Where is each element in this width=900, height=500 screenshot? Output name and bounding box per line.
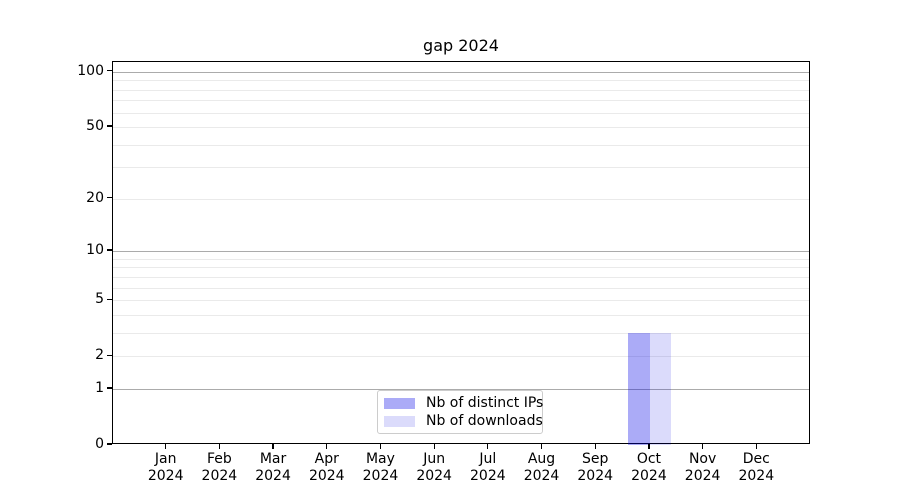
minor-gridline [113, 80, 809, 82]
y-tick-label: 2 [95, 347, 104, 364]
x-tick-month: Aug [527, 451, 556, 467]
minor-gridline [113, 314, 809, 316]
legend-swatch-distinct-ips [384, 397, 415, 409]
x-tick-year: 2024 [631, 468, 667, 484]
x-tick [594, 444, 596, 449]
x-tick-month: Feb [206, 451, 232, 467]
x-tick-label: Mar 2024 [241, 451, 305, 485]
minor-gridline [113, 144, 809, 146]
x-tick-label: Dec 2024 [724, 451, 788, 485]
x-tick-label: Feb 2024 [187, 451, 251, 485]
x-tick-month: May [365, 451, 395, 467]
x-tick-year: 2024 [470, 468, 506, 484]
x-tick-label: Jun 2024 [402, 451, 466, 485]
major-gridline [113, 71, 809, 73]
minor-gridline [113, 89, 809, 91]
y-tick [107, 249, 112, 251]
legend-item-downloads: Nb of downloads [378, 412, 543, 429]
y-tick [107, 70, 112, 72]
legend-label-distinct-ips: Nb of distinct IPs [426, 394, 544, 411]
y-tick [107, 197, 112, 199]
x-tick [702, 444, 704, 449]
y-tick-label: 0 [95, 436, 104, 452]
minor-gridline [113, 100, 809, 102]
legend: Nb of distinct IPs Nb of downloads [377, 390, 543, 434]
minor-gridline [113, 258, 809, 260]
x-tick-month: Nov [688, 451, 717, 467]
y-tick [107, 354, 112, 356]
x-tick-month: Jan [154, 451, 177, 467]
x-tick [487, 444, 489, 449]
minor-gridline [113, 276, 809, 278]
x-tick [540, 444, 543, 449]
minor-gridline [113, 287, 809, 289]
x-tick-year: 2024 [255, 468, 291, 484]
x-tick-year: 2024 [416, 468, 452, 484]
x-tick-year: 2024 [362, 468, 399, 484]
x-tick-year: 2024 [201, 468, 238, 484]
minor-gridline [113, 167, 809, 169]
legend-item-distinct-ips: Nb of distinct IPs [378, 394, 544, 411]
x-tick-month: Mar [259, 451, 287, 467]
x-tick-month: Jun [423, 451, 446, 467]
x-tick-label: Sep 2024 [563, 451, 627, 485]
x-tick-month: Sep [582, 451, 609, 467]
minor-gridline [113, 198, 809, 200]
x-tick-year: 2024 [147, 468, 184, 484]
y-tick-label: 20 [86, 189, 104, 206]
minor-gridline [113, 112, 809, 114]
minor-gridline [113, 356, 809, 358]
y-tick-label: 50 [86, 118, 104, 135]
x-tick [272, 444, 274, 449]
x-tick [379, 444, 382, 449]
x-tick-year: 2024 [308, 468, 345, 484]
chart-title: gap 2024 [423, 36, 499, 55]
legend-swatch-downloads [384, 415, 415, 427]
y-tick [107, 125, 112, 127]
x-tick-year: 2024 [577, 468, 614, 484]
x-tick-label: Jul 2024 [456, 451, 520, 485]
x-tick [326, 444, 328, 449]
x-tick-year: 2024 [684, 468, 721, 484]
major-gridline [113, 251, 809, 253]
x-tick-label: Jan 2024 [134, 451, 198, 485]
minor-gridline [113, 332, 809, 334]
x-tick-label: Oct 2024 [617, 451, 681, 485]
x-tick-month: Jul [479, 451, 497, 467]
x-tick [433, 444, 435, 449]
x-tick-label: Nov 2024 [671, 451, 735, 485]
y-tick-label: 10 [86, 242, 104, 259]
y-tick [107, 298, 112, 300]
x-tick-label: Aug 2024 [510, 451, 574, 485]
x-tick-month: Dec [742, 451, 770, 467]
x-tick [755, 444, 757, 449]
plot-area [112, 61, 810, 445]
x-tick-year: 2024 [738, 468, 775, 484]
major-gridline [113, 388, 809, 390]
x-tick [218, 444, 220, 449]
minor-gridline [113, 127, 809, 129]
x-tick-month: Oct [636, 451, 662, 467]
y-tick-label: 5 [95, 291, 104, 308]
bar-oct-2024-s0 [628, 332, 650, 445]
x-tick-month: Apr [314, 451, 339, 467]
y-tick [107, 443, 112, 445]
minor-gridline [113, 267, 809, 269]
y-tick-label: 100 [77, 62, 104, 79]
y-tick [107, 387, 112, 389]
x-tick [165, 444, 167, 449]
bar-oct-2024-s1 [649, 332, 672, 445]
y-tick-label: 1 [95, 379, 104, 396]
minor-gridline [113, 300, 809, 302]
x-tick-label: Apr 2024 [295, 451, 359, 485]
x-tick-label: May 2024 [348, 451, 412, 485]
x-tick-year: 2024 [523, 468, 560, 484]
legend-label-downloads: Nb of downloads [426, 412, 543, 429]
x-tick [648, 444, 650, 449]
